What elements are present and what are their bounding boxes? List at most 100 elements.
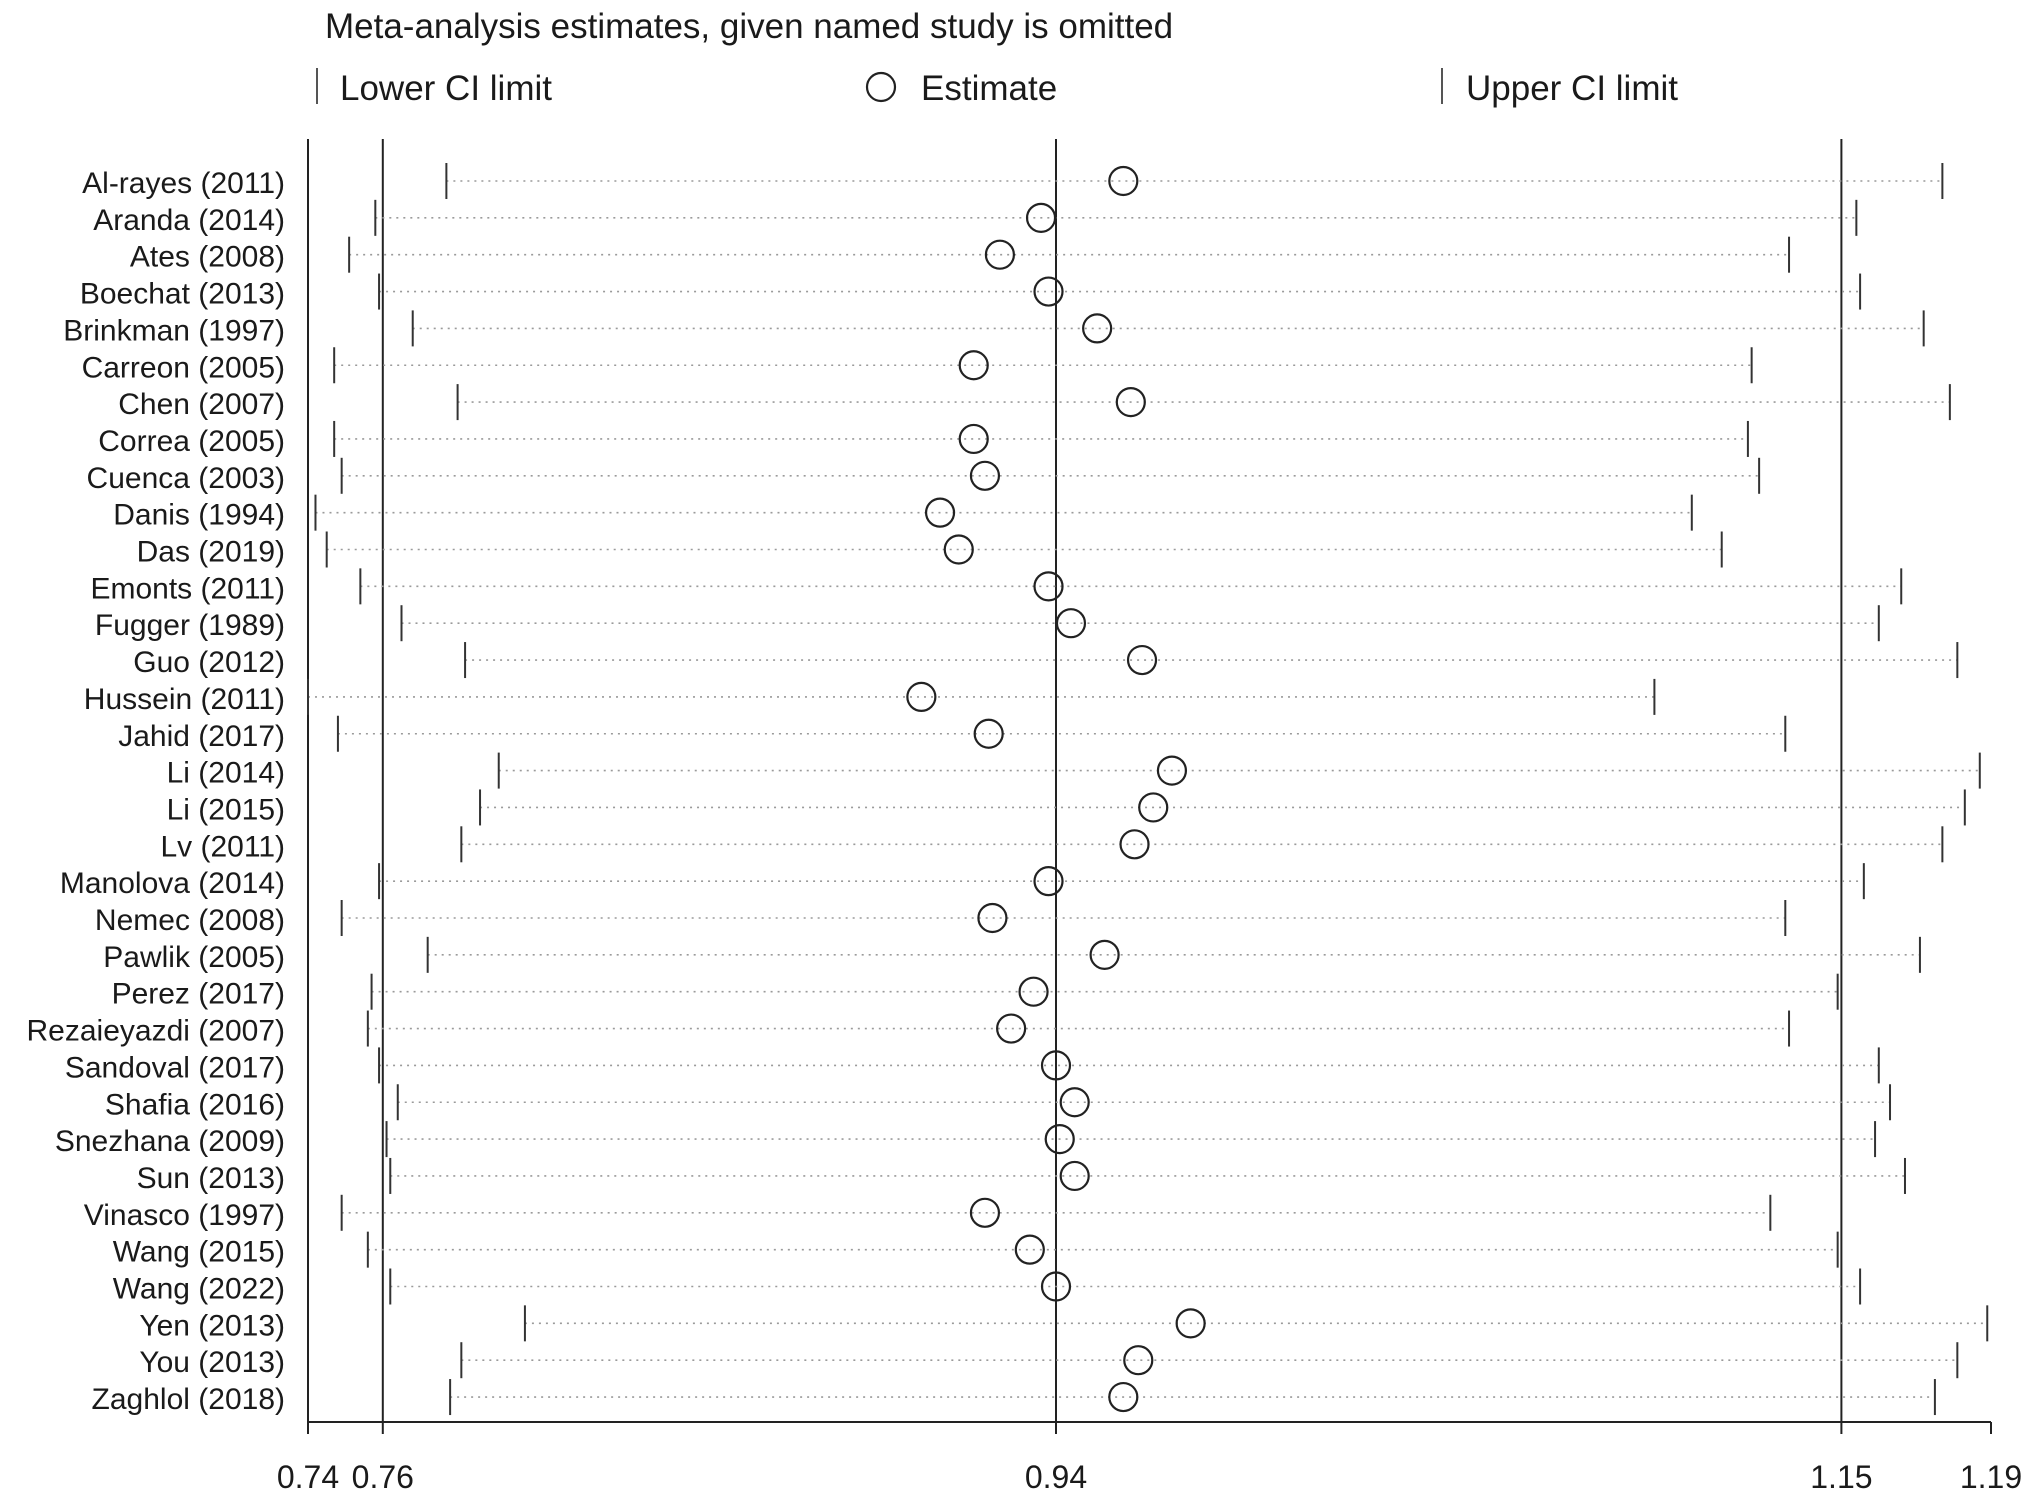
study-row: Zaghlol (2018) — [92, 1379, 1936, 1416]
study-row: Yen (2013) — [139, 1305, 1989, 1342]
study-row: Snezhana (2009) — [55, 1121, 1877, 1158]
x-tick-label: 0.74 — [277, 1459, 339, 1494]
estimate-marker — [1033, 571, 1064, 602]
x-tick-label: 0.76 — [352, 1459, 414, 1494]
estimate-marker — [1175, 1308, 1206, 1339]
estimate-marker — [1018, 976, 1049, 1007]
study-label: Das (2019) — [137, 536, 285, 569]
estimate-marker — [1025, 202, 1057, 233]
estimate-marker — [1040, 1050, 1072, 1081]
estimate-marker — [1044, 1123, 1075, 1155]
study-label: Ates (2008) — [130, 241, 285, 274]
x-tick-label: 0.94 — [1025, 1459, 1087, 1494]
study-row: Perez (2017) — [112, 973, 1839, 1011]
study-label: Wang (2015) — [113, 1236, 285, 1269]
study-row: Nemec (2008) — [95, 900, 1787, 937]
study-label: Vinasco (1997) — [84, 1199, 285, 1232]
study-label: Carreon (2005) — [82, 351, 285, 384]
study-row: Guo (2012) — [133, 642, 1959, 679]
study-label: Correa (2005) — [98, 425, 285, 458]
study-row: Fugger (1989) — [95, 605, 1880, 642]
study-row: Rezaieyazdi (2007) — [27, 1010, 1791, 1048]
study-row: Emonts (2011) — [90, 568, 1903, 605]
study-label: Fugger (1989) — [95, 609, 285, 642]
study-label: Chen (2007) — [118, 388, 285, 421]
study-label: Sandoval (2017) — [65, 1051, 285, 1084]
estimate-marker — [969, 460, 1001, 491]
estimate-marker — [1055, 608, 1087, 639]
study-rows: Al-rayes (2011) Aranda (2014) Ates (2008) B… — [27, 163, 1989, 1416]
estimate-marker — [1089, 939, 1120, 970]
estimate-marker — [969, 1197, 1001, 1228]
study-label: Yen (2013) — [139, 1309, 285, 1342]
estimate-marker — [958, 350, 989, 381]
estimate-marker — [1040, 1271, 1072, 1302]
study-row: Danis (1994) — [113, 494, 1693, 532]
study-label: Emonts (2011) — [90, 572, 285, 605]
study-row: Cuenca (2003) — [87, 457, 1761, 495]
study-row: Li (2014) — [167, 752, 1981, 790]
estimate-marker — [973, 718, 1004, 749]
estimate-marker — [977, 902, 1008, 934]
x-axis-ticks: 0.74 0.76 0.94 1.15 1.19 — [277, 1422, 2022, 1494]
study-row: Brinkman (1997) — [63, 310, 1925, 347]
estimate-marker — [1138, 792, 1169, 823]
study-row: Lv (2011) — [160, 826, 1944, 863]
study-label: Lv (2011) — [160, 830, 285, 863]
study-label: Brinkman (1997) — [63, 314, 285, 347]
study-row: Wang (2022) — [113, 1268, 1862, 1306]
study-label: Nemec (2008) — [95, 904, 285, 937]
estimate-marker — [996, 1013, 1027, 1044]
study-row: Li (2015) — [167, 789, 1966, 826]
chart-title: Meta-analysis estimates, given named stu… — [325, 7, 1173, 46]
study-label: Hussein (2011) — [84, 683, 285, 716]
study-row: Sandoval (2017) — [65, 1047, 1880, 1084]
study-row: Vinasco (1997) — [84, 1194, 1772, 1232]
estimate-marker — [924, 497, 956, 528]
legend: Lower CI limit Estimate Upper CI limit — [316, 68, 1678, 108]
study-label: Aranda (2014) — [93, 204, 285, 237]
x-tick-label: 1.19 — [1960, 1459, 2022, 1494]
estimate-marker — [1126, 644, 1158, 676]
estimate-marker — [1014, 1234, 1045, 1265]
study-row: Jahid (2017) — [118, 715, 1787, 753]
estimate-marker — [984, 239, 1016, 270]
study-row: Sun (2013) — [137, 1157, 1906, 1195]
study-label: Boechat (2013) — [80, 278, 285, 311]
legend-lower-ci-label: Lower CI limit — [340, 69, 552, 108]
study-row: Das (2019) — [137, 531, 1723, 569]
estimate-marker — [1033, 866, 1064, 897]
study-row: Shafia (2016) — [105, 1084, 1892, 1121]
estimate-marker — [943, 534, 974, 565]
estimate-marker — [1059, 1087, 1090, 1118]
study-label: Snezhana (2009) — [55, 1125, 285, 1158]
study-row: Boechat (2013) — [80, 273, 1862, 311]
estimate-marker — [1108, 1381, 1139, 1413]
study-row: Chen (2007) — [118, 384, 1951, 421]
study-label: Jahid (2017) — [118, 720, 285, 753]
study-label: Pawlik (2005) — [103, 941, 285, 974]
study-row: Wang (2015) — [113, 1231, 1839, 1269]
study-label: Al-rayes (2011) — [82, 167, 285, 200]
study-label: Sun (2013) — [137, 1162, 285, 1195]
estimate-marker — [1108, 165, 1139, 197]
study-label: Manolova (2014) — [60, 867, 285, 900]
study-row: You (2013) — [139, 1342, 1959, 1379]
estimate-marker — [958, 423, 989, 455]
study-label: Cuenca (2003) — [87, 462, 285, 495]
study-label: Wang (2022) — [113, 1273, 285, 1306]
estimate-marker — [1115, 387, 1146, 418]
study-row: Manolova (2014) — [60, 863, 1865, 900]
study-row: Pawlik (2005) — [103, 936, 1921, 974]
estimate-marker — [1156, 755, 1188, 786]
study-label: Guo (2012) — [133, 646, 285, 679]
study-row: Hussein (2011) — [84, 678, 1656, 716]
legend-upper-ci-label: Upper CI limit — [1466, 69, 1678, 108]
study-label: Li (2014) — [167, 757, 285, 790]
estimate-marker — [1123, 1345, 1154, 1376]
reference-lines — [381, 139, 1843, 1422]
study-row: Correa (2005) — [98, 420, 1749, 458]
